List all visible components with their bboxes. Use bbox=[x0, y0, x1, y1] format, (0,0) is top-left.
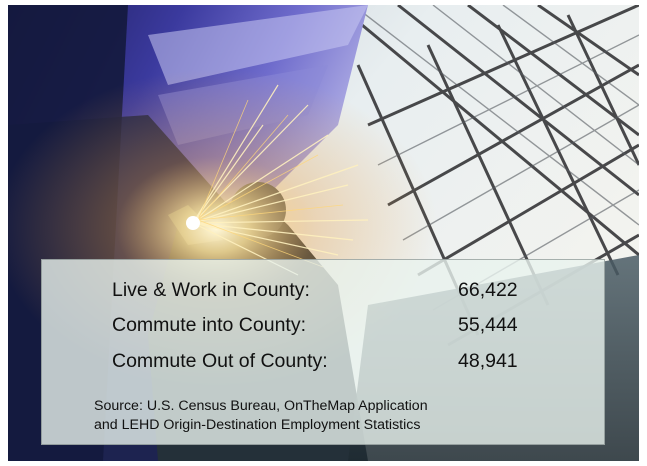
stat-label: Live & Work in County: bbox=[112, 279, 310, 301]
stat-value: 48,941 bbox=[458, 350, 518, 372]
stat-row-commute-out: Commute Out of County: 48,941 bbox=[112, 346, 552, 376]
source-line-2: and LEHD Origin-Destination Employment S… bbox=[94, 417, 421, 433]
stat-row-live-work: Live & Work in County: 66,422 bbox=[112, 275, 552, 305]
stat-row-commute-into: Commute into County: 55,444 bbox=[112, 310, 552, 340]
commute-stats-panel: Live & Work in County: 66,422 Commute in… bbox=[41, 259, 605, 445]
stat-label: Commute Out of County: bbox=[112, 350, 328, 372]
source-line-1: Source: U.S. Census Bureau, OnTheMap App… bbox=[94, 398, 428, 414]
source-citation: Source: U.S. Census Bureau, OnTheMap App… bbox=[94, 397, 594, 435]
stat-value: 66,422 bbox=[458, 279, 518, 301]
stat-value: 55,444 bbox=[458, 314, 518, 336]
stat-label: Commute into County: bbox=[112, 314, 307, 336]
photo-frame: Live & Work in County: 66,422 Commute in… bbox=[8, 5, 639, 461]
